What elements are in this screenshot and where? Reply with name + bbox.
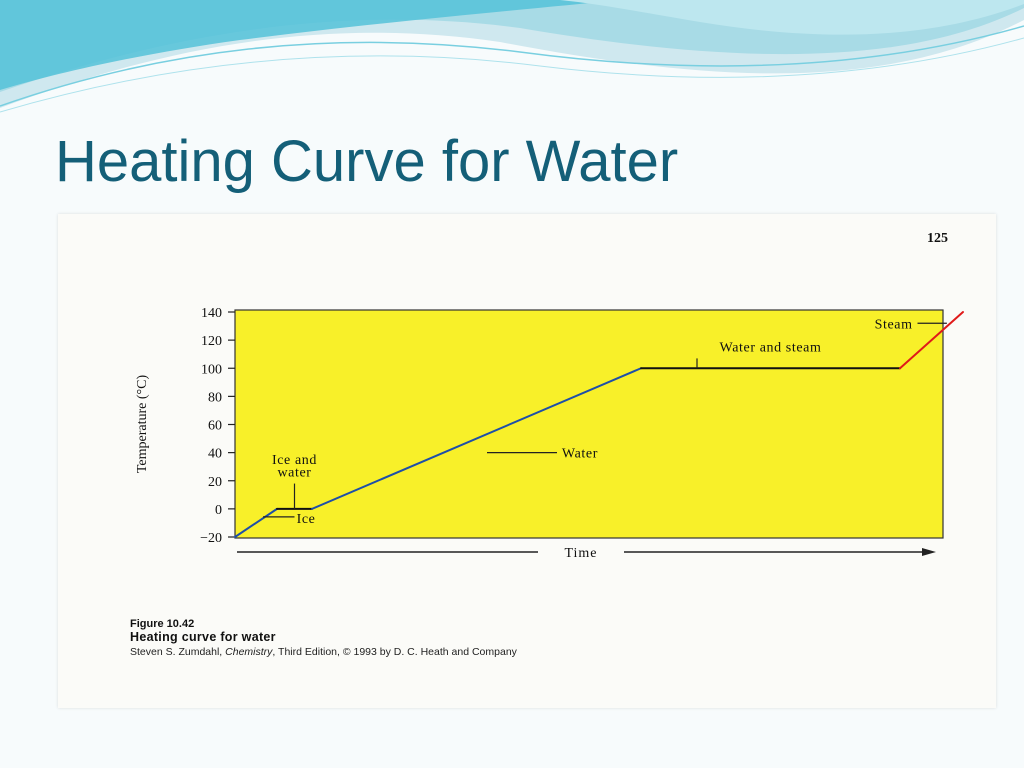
label-steam: Steam — [875, 317, 913, 332]
label-water: Water — [562, 447, 598, 462]
textbook-page-scan: 125 140 120 100 80 60 40 20 0 −20 Temperature (°C… — [58, 214, 996, 708]
label-water-and-steam: Water and steam — [720, 340, 822, 355]
label-ice-and-water-line-2: water — [277, 466, 311, 481]
figure-caption: Figure 10.42 Heating curve for water Ste… — [130, 618, 517, 659]
y-tick-label: −20 — [200, 531, 222, 546]
y-tick-label: 20 — [208, 475, 222, 490]
y-tick-label: 60 — [208, 419, 222, 434]
y-tick-label: 100 — [201, 362, 222, 377]
label-ice: Ice — [297, 512, 316, 527]
page-number: 125 — [927, 231, 948, 246]
x-axis-label: Time — [564, 546, 597, 561]
figure-credit: Steven S. Zumdahl, Chemistry, Third Edit… — [130, 645, 517, 659]
curve-segment-5 — [899, 311, 964, 370]
plot-area — [234, 309, 944, 539]
credit-author: Steven S. Zumdahl, — [130, 646, 223, 658]
y-tick-label: 0 — [215, 503, 222, 518]
figure-title: Heating curve for water — [130, 630, 276, 644]
y-tick-label: 80 — [208, 390, 222, 405]
figure-number: Figure 10.42 — [130, 618, 195, 630]
header-wave-decoration — [0, 0, 1024, 113]
y-axis-label: Temperature (°C) — [135, 375, 150, 474]
y-tick-label: 140 — [201, 306, 222, 321]
credit-rest: , Third Edition, © 1993 by D. C. Heath a… — [272, 646, 517, 658]
y-tick-label: 40 — [208, 447, 222, 462]
curve-segment-3 — [311, 367, 642, 510]
label-ice-and-water-line-1: Ice and — [272, 453, 317, 468]
x-axis-arrowhead — [922, 548, 936, 556]
heating-curve-chart: 125 140 120 100 80 60 40 20 0 −20 Temperature (°C… — [135, 231, 964, 561]
curve-segment-1 — [234, 507, 278, 538]
y-tick-label: 120 — [201, 334, 222, 349]
slide-title: Heating Curve for Water — [55, 129, 679, 194]
credit-book: Chemistry — [225, 646, 273, 658]
